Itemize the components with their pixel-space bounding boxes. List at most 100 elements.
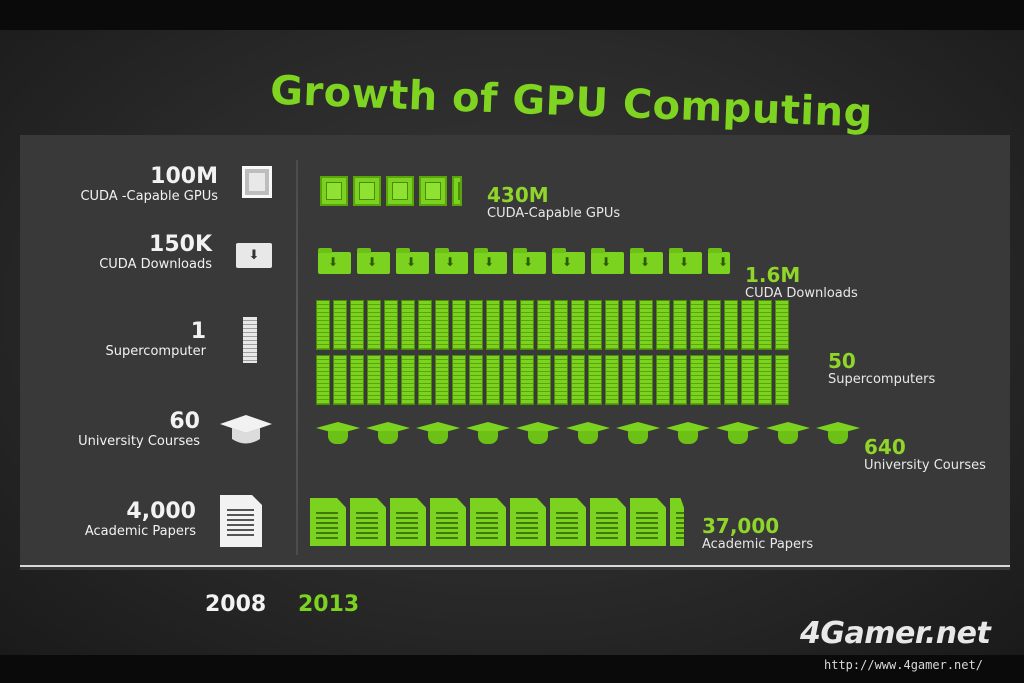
stat-label: CUDA Downloads xyxy=(99,257,212,272)
server-rack-icon xyxy=(639,355,653,405)
server-rack-icon xyxy=(537,300,551,350)
server-rack-icon xyxy=(724,355,738,405)
document-icon xyxy=(550,498,586,546)
document-icon xyxy=(310,498,346,546)
stat-2013-supercomputers: 50 Supercomputers xyxy=(828,350,935,388)
server-rack-icon xyxy=(384,355,398,405)
graduation-cap-icon xyxy=(716,422,760,450)
server-rack-icon xyxy=(367,355,381,405)
download-folder-icon xyxy=(708,248,730,274)
document-icon xyxy=(670,498,684,546)
server-rack-icon xyxy=(418,300,432,350)
server-icon-row xyxy=(316,300,792,350)
server-rack-icon xyxy=(588,300,602,350)
gpu-chip-icon xyxy=(353,176,381,206)
stat-value: 4,000 xyxy=(126,499,196,524)
download-icon-row xyxy=(318,248,736,274)
download-folder-icon xyxy=(435,248,468,274)
server-icon-row xyxy=(316,355,792,405)
stat-2008-courses: 60 University Courses xyxy=(62,410,200,450)
server-rack-icon xyxy=(384,300,398,350)
gpu-icon-row xyxy=(320,176,467,206)
stat-2013-courses: 640 University Courses xyxy=(864,436,986,474)
stat-label: University Courses xyxy=(864,458,986,473)
server-rack-icon xyxy=(452,300,466,350)
gpu-chip-icon xyxy=(452,176,462,206)
server-rack-icon xyxy=(486,300,500,350)
paper-icon-row xyxy=(310,498,688,546)
stat-value: 150K xyxy=(149,232,212,257)
server-rack-icon xyxy=(503,355,517,405)
server-rack-icon xyxy=(707,355,721,405)
download-folder-icon xyxy=(357,248,390,274)
server-rack-icon xyxy=(605,300,619,350)
stat-2013-gpus: 430M CUDA-Capable GPUs xyxy=(487,184,620,222)
infographic-panel xyxy=(20,135,1010,570)
stat-label: Academic Papers xyxy=(702,537,814,552)
stat-label: CUDA -Capable GPUs xyxy=(80,189,218,204)
stat-value: 430M xyxy=(487,183,549,207)
stat-label: CUDA-Capable GPUs xyxy=(487,206,621,221)
server-rack-icon xyxy=(520,300,534,350)
download-folder-icon xyxy=(630,248,663,274)
server-rack-icon xyxy=(350,300,364,350)
stat-label: CUDA Downloads xyxy=(745,286,858,301)
download-folder-icon xyxy=(474,248,507,274)
server-rack-icon xyxy=(316,355,330,405)
stat-2013-papers: 37,000 Academic Papers xyxy=(702,515,813,553)
download-folder-icon: ⬇ xyxy=(236,243,272,268)
download-folder-icon xyxy=(318,248,351,274)
server-rack-icon xyxy=(741,300,755,350)
server-rack-icon xyxy=(418,355,432,405)
server-rack-icon xyxy=(673,355,687,405)
server-rack-icon xyxy=(243,317,257,363)
server-rack-icon xyxy=(350,355,364,405)
gpu-chip-icon xyxy=(386,176,414,206)
download-folder-icon xyxy=(396,248,429,274)
download-folder-icon xyxy=(591,248,624,274)
server-rack-icon xyxy=(503,300,517,350)
server-rack-icon xyxy=(775,355,789,405)
gpu-chip-icon xyxy=(242,166,272,198)
stat-value: 37,000 xyxy=(702,514,780,538)
stat-label: Supercomputer xyxy=(105,344,207,359)
stat-value: 1.6M xyxy=(745,263,801,287)
stat-value: 1 xyxy=(190,319,206,344)
graduation-cap-icon xyxy=(416,422,460,450)
server-rack-icon xyxy=(673,300,687,350)
gpu-chip-icon xyxy=(419,176,447,206)
server-rack-icon xyxy=(758,300,772,350)
server-rack-icon xyxy=(571,300,585,350)
document-icon xyxy=(430,498,466,546)
server-rack-icon xyxy=(333,355,347,405)
server-rack-icon xyxy=(435,355,449,405)
server-rack-icon xyxy=(401,355,415,405)
stat-value: 60 xyxy=(169,409,200,434)
graduation-cap-icon xyxy=(616,422,660,450)
gpu-chip-icon xyxy=(320,176,348,206)
server-rack-icon xyxy=(690,300,704,350)
watermark-url: http://www.4gamer.net/ xyxy=(824,658,983,672)
server-rack-icon xyxy=(571,355,585,405)
download-folder-icon xyxy=(513,248,546,274)
server-rack-icon xyxy=(367,300,381,350)
server-rack-icon xyxy=(452,355,466,405)
year-2008-label: 2008 xyxy=(205,592,267,617)
server-rack-icon xyxy=(656,300,670,350)
server-rack-icon xyxy=(469,355,483,405)
server-rack-icon xyxy=(486,355,500,405)
server-rack-icon xyxy=(622,355,636,405)
stat-2013-downloads: 1.6M CUDA Downloads xyxy=(745,264,858,302)
timeline-baseline xyxy=(20,565,1010,567)
graduation-cap-icon xyxy=(466,422,510,450)
download-folder-icon xyxy=(669,248,702,274)
server-rack-icon xyxy=(758,355,772,405)
server-rack-icon xyxy=(520,355,534,405)
server-rack-icon xyxy=(588,355,602,405)
server-rack-icon xyxy=(775,300,789,350)
graduation-cap-icon xyxy=(766,422,810,450)
server-rack-icon xyxy=(401,300,415,350)
server-rack-icon xyxy=(741,355,755,405)
server-rack-icon xyxy=(537,355,551,405)
year-divider xyxy=(296,160,298,555)
